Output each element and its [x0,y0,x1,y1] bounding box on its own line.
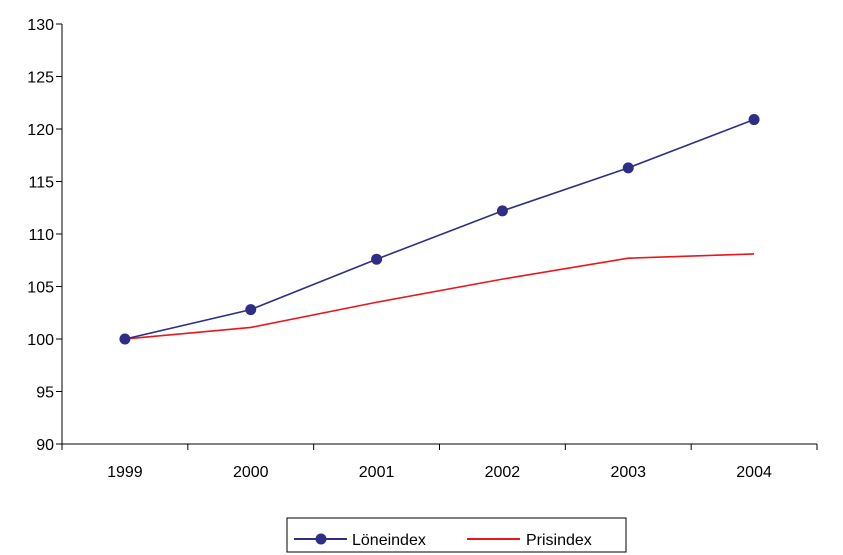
x-tick-label: 1999 [107,464,143,481]
y-tick-label: 115 [28,175,54,192]
data-point-loneindex [496,205,508,217]
axes [61,24,817,445]
y-tick-label: 95 [36,385,54,402]
legend-box [286,517,627,553]
legend-label-prisindex: Prisindex [526,532,592,549]
x-tick-label: 2001 [359,464,395,481]
data-point-loneindex [119,333,131,345]
x-tick-label: 2003 [610,464,646,481]
data-point-loneindex [622,162,634,174]
legend-marker-loneindex [315,533,327,545]
y-tick-label: 90 [36,437,54,454]
legend-label-loneindex: Löneindex [352,532,426,549]
y-tick-label: 105 [27,280,54,297]
y-tick-label: 125 [27,70,54,87]
series-line-loneindex [124,118,755,340]
y-axis-ticks: 90 95 100 105 110 115 120 125 130 [27,17,62,454]
x-tick-label: 2004 [736,464,772,481]
y-tick-label: 110 [28,227,54,244]
y-tick-label: 100 [27,332,54,349]
data-point-loneindex [245,304,257,316]
x-tick-label: 2002 [485,464,521,481]
data-point-loneindex [371,253,383,265]
y-tick-label: 120 [27,122,54,139]
y-tick-label: 130 [27,17,54,34]
series-line-prisindex [124,253,755,340]
legend: Löneindex Prisindex [286,517,627,553]
data-point-loneindex [748,114,760,126]
x-axis-ticks: 1999 2000 2001 2002 2003 2004 [61,444,818,481]
series-layer [119,114,760,345]
x-tick-label: 2000 [233,464,269,481]
